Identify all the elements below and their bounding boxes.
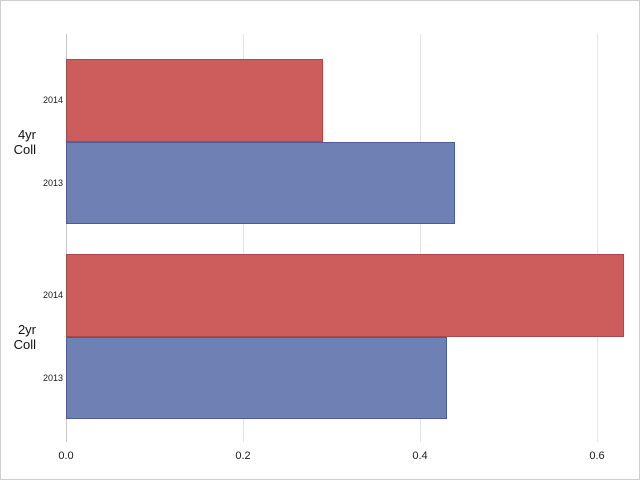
bar-4yr-2014	[66, 59, 323, 142]
ytick-group-label: 4yr Coll	[1, 127, 36, 157]
ytick-year-label: 2013	[42, 177, 63, 188]
group-label-line: 2yr	[17, 321, 36, 337]
ytick-year-label: 2014	[42, 95, 63, 106]
xtick-label-0.2: 0.2	[235, 450, 251, 462]
ytick-group-label: 2yr Coll	[1, 322, 36, 352]
group-label-line: 4yr	[17, 126, 36, 142]
ytick-year-label: 2013	[42, 372, 63, 383]
xtick-label-0.6: 0.6	[589, 450, 605, 462]
plot-area	[66, 34, 639, 442]
gridline-x-0.2	[243, 34, 244, 442]
xtick-label-0.0: 0.0	[58, 450, 74, 462]
bar-2yr-2014	[66, 254, 624, 337]
gridline-x-0.6	[597, 34, 598, 442]
group-label-line: Coll	[13, 336, 36, 352]
xtick-label-0.4: 0.4	[412, 450, 428, 462]
ytick-year-label: 2014	[42, 290, 63, 301]
y-axis-baseline	[66, 34, 67, 442]
bar-2yr-2013	[66, 336, 447, 419]
gridline-x-0.4	[420, 34, 421, 442]
group-label-line: Coll	[13, 141, 36, 157]
bar-4yr-2013	[66, 141, 455, 224]
